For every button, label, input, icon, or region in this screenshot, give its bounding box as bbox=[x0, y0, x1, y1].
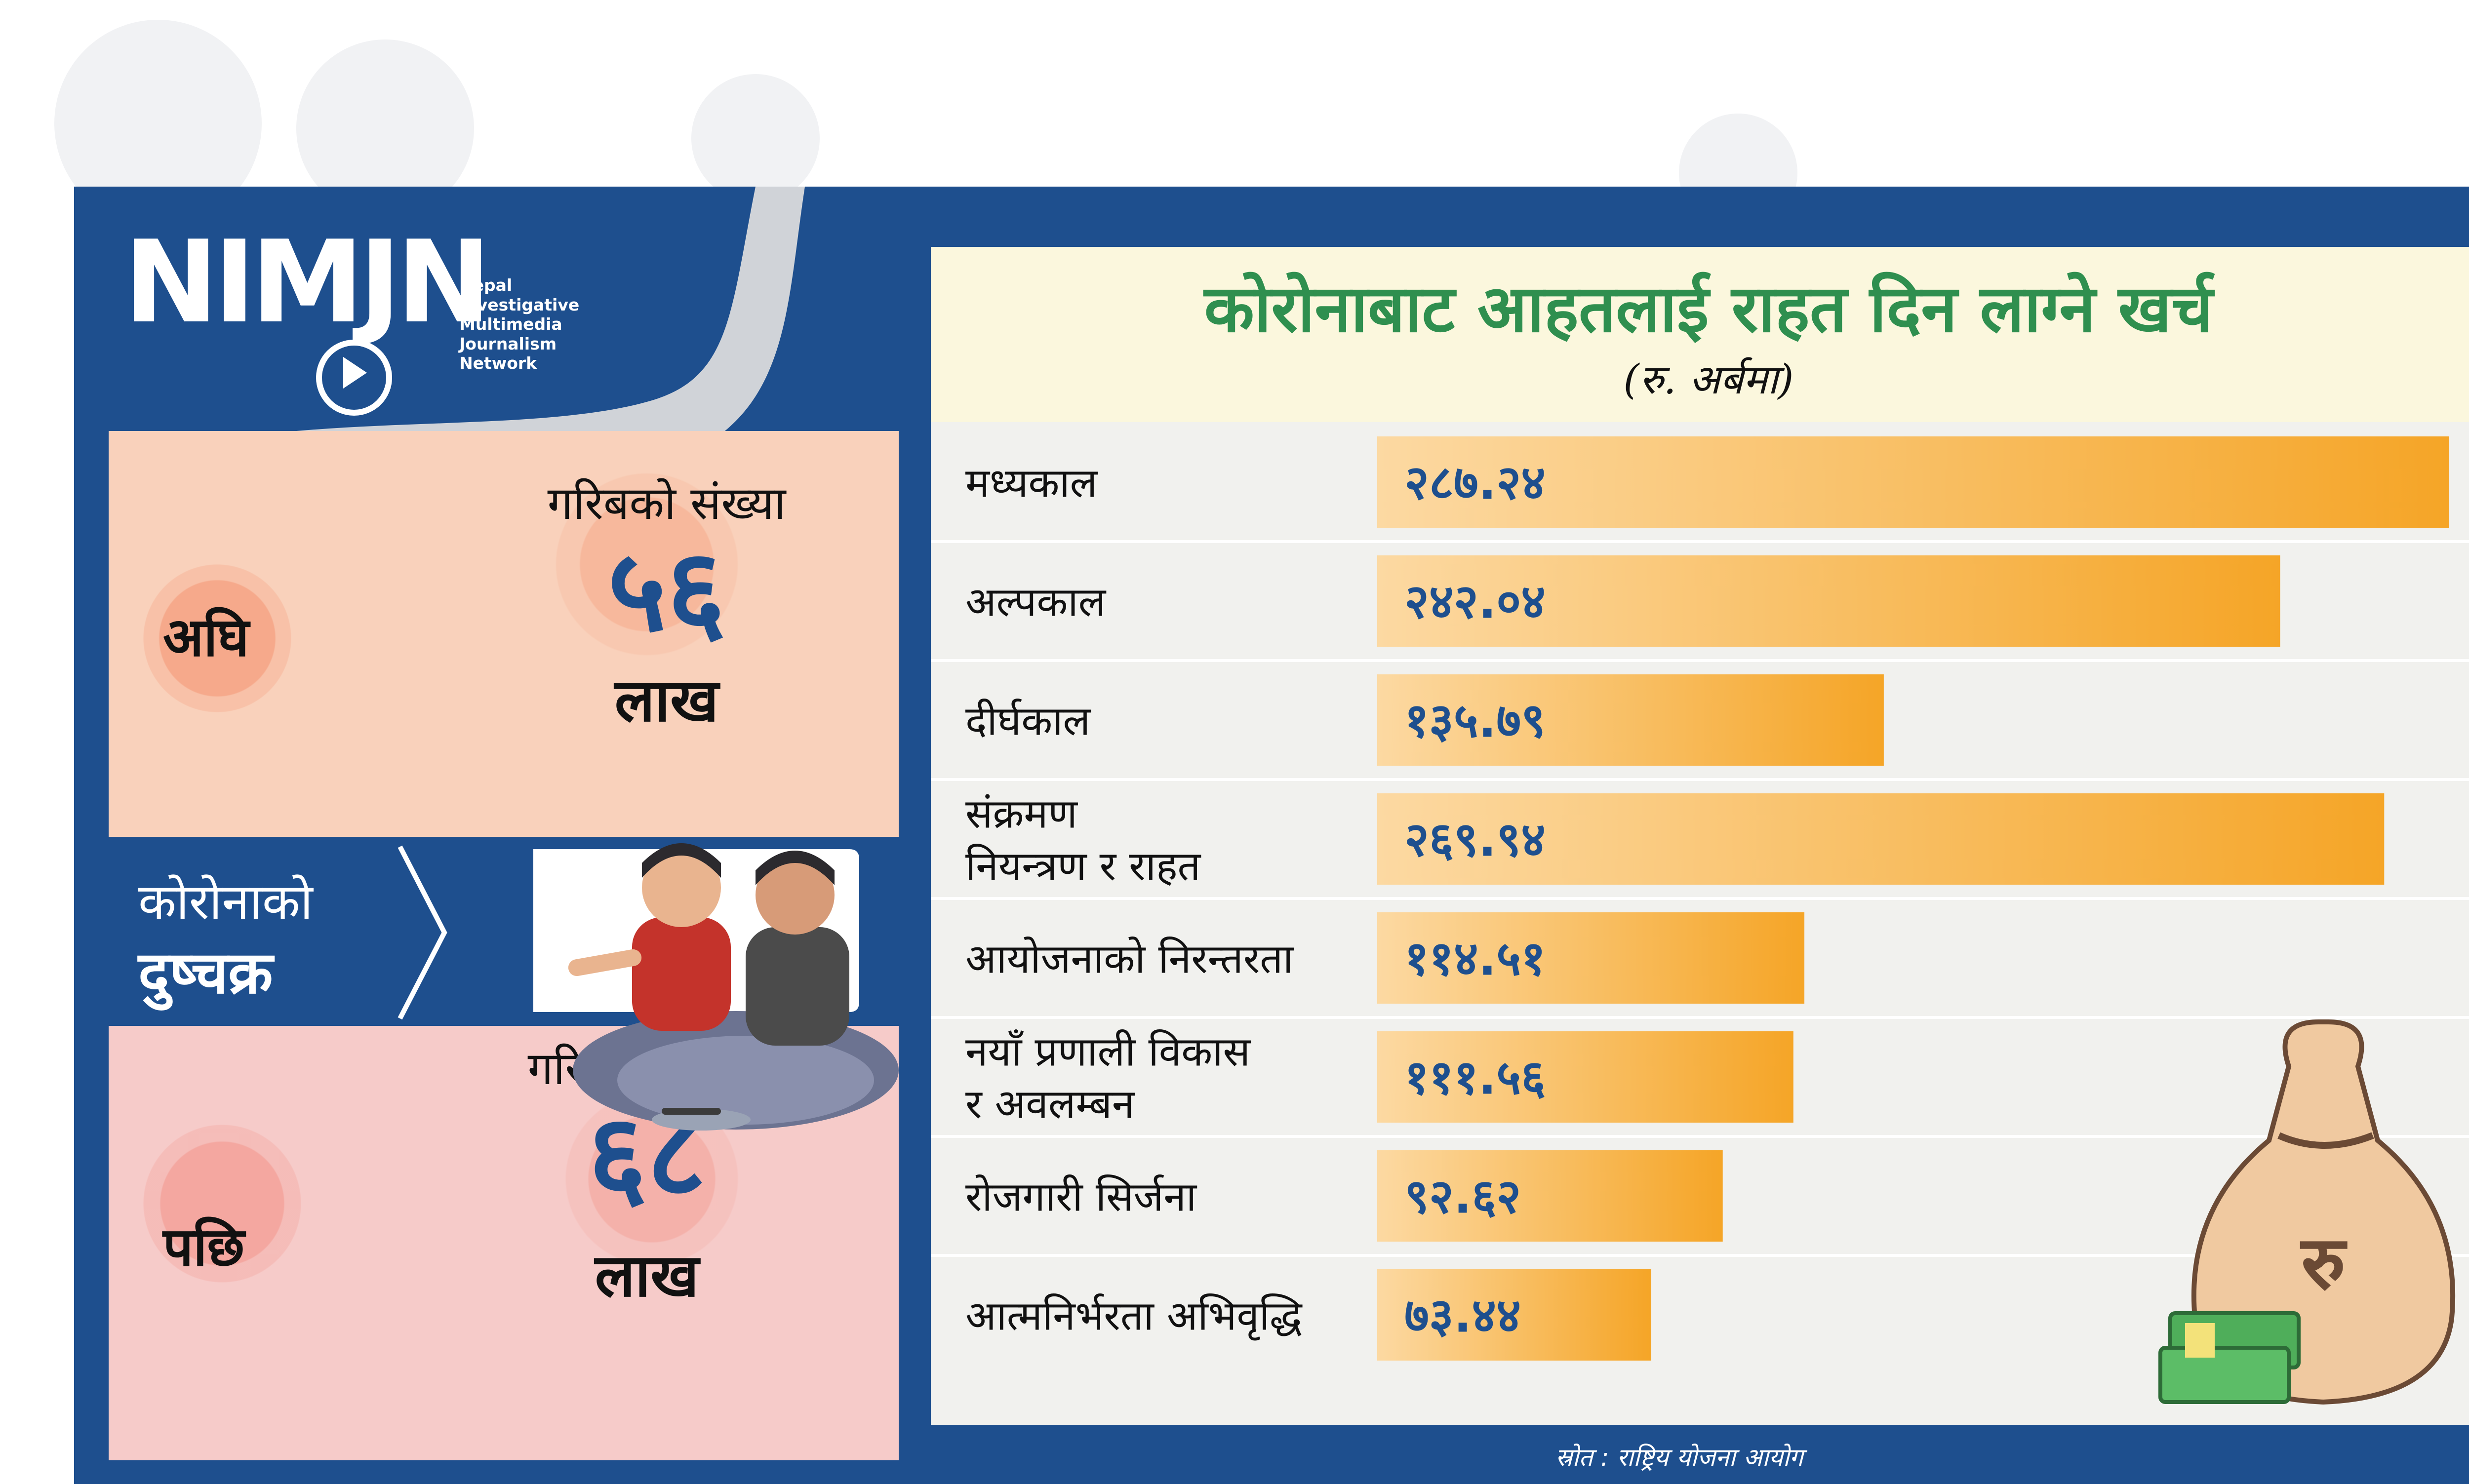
before-heading: गरिबको संख्या bbox=[547, 477, 786, 530]
cycle-line-1: कोरोनाको bbox=[138, 873, 313, 931]
logo-line: Nepal bbox=[459, 275, 513, 295]
category-label: अल्पकाल bbox=[965, 579, 1107, 626]
money-bag-icon: रु bbox=[2158, 1019, 2456, 1405]
play-icon bbox=[343, 357, 367, 389]
bar bbox=[1377, 555, 2280, 647]
virus-icon bbox=[553, 470, 741, 658]
cycle-line-2: दुष्चक्र bbox=[138, 938, 273, 1007]
bar bbox=[1377, 674, 1884, 766]
logo-line: Multimedia bbox=[459, 314, 562, 334]
category-label: नियन्त्रण र राहत bbox=[965, 843, 1201, 890]
before-unit: लाख bbox=[614, 666, 719, 735]
rupee-symbol: रु bbox=[2300, 1220, 2348, 1306]
category-label: आत्मनिर्भरता अभिवृद्धि bbox=[965, 1293, 1303, 1341]
bar bbox=[1377, 912, 1805, 1004]
infographic-frame: NIMJN Nepal Investigative Multimedia Jou… bbox=[74, 187, 2469, 1484]
before-number: ५६ bbox=[607, 525, 726, 657]
bar bbox=[1377, 1150, 1723, 1242]
data-label: १११.५६ bbox=[1404, 1050, 1546, 1105]
virus-icon bbox=[143, 1125, 301, 1283]
before-panel: अघि गरिबको संख्या ५६ लाख bbox=[109, 431, 899, 837]
logo-line: Journalism bbox=[459, 334, 557, 353]
bar bbox=[1377, 1031, 1793, 1123]
category-label: दीर्घकाल bbox=[965, 698, 1091, 745]
before-label: अघि bbox=[163, 607, 249, 668]
data-label: २६९.९४ bbox=[1404, 812, 1546, 867]
data-label: १३५.७९ bbox=[1404, 693, 1546, 748]
logo: NIMJN Nepal Investigative Multimedia Jou… bbox=[123, 216, 765, 424]
category-label: मध्यकाल bbox=[965, 460, 1098, 507]
bar bbox=[1377, 1269, 1651, 1361]
background-virus-3 bbox=[691, 74, 820, 202]
data-label: ७३.४४ bbox=[1404, 1288, 1521, 1343]
left-column: NIMJN Nepal Investigative Multimedia Jou… bbox=[74, 187, 938, 1484]
chart-subtitle: (रु. अर्बमा) bbox=[1623, 356, 1794, 403]
logo-line: Investigative bbox=[459, 295, 580, 314]
category-label: र अवलम्बन bbox=[965, 1081, 1135, 1128]
logo-subtitle: Nepal Investigative Multimedia Journalis… bbox=[459, 275, 579, 373]
data-label: २४२.०४ bbox=[1404, 574, 1546, 629]
bar-chart: २८७.२४ मध्यकाल २४२.०४ अल्पकाल १३५.७९ दीर्घकाल… bbox=[931, 436, 2469, 1361]
after-unit: लाख bbox=[595, 1242, 699, 1310]
children-illustration bbox=[568, 843, 899, 1131]
chart-card: कोरोनाबाट आहतलाई राहत दिन लाग्ने खर्च (र… bbox=[931, 247, 2469, 1425]
logo-wordmark: NIMJN bbox=[123, 217, 491, 349]
category-label: नयाँ प्रणाली विकास bbox=[965, 1029, 1251, 1076]
chart-title: कोरोनाबाट आहतलाई राहत दिन लाग्ने खर्च bbox=[1204, 271, 2213, 347]
chart-header: कोरोनाबाट आहतलाई राहत दिन लाग्ने खर्च (र… bbox=[931, 247, 2469, 422]
virus-icon bbox=[143, 564, 291, 712]
after-label: पछि bbox=[163, 1216, 245, 1278]
data-label: ११४.५१ bbox=[1404, 931, 1546, 986]
category-label: रोजगारी सिर्जना bbox=[965, 1174, 1197, 1221]
source-note: स्रोत : राष्ट्रिय योजना आयोग bbox=[1555, 1443, 1803, 1472]
data-label: ९२.६२ bbox=[1404, 1169, 1521, 1224]
category-label: संक्रमण bbox=[965, 791, 1078, 838]
data-label: २८७.२४ bbox=[1404, 455, 1546, 510]
bar bbox=[1377, 436, 2449, 528]
logo-line: Network bbox=[459, 353, 537, 373]
category-label: आयोजनाको निरन्तरता bbox=[965, 936, 1294, 983]
bar bbox=[1377, 793, 2385, 885]
